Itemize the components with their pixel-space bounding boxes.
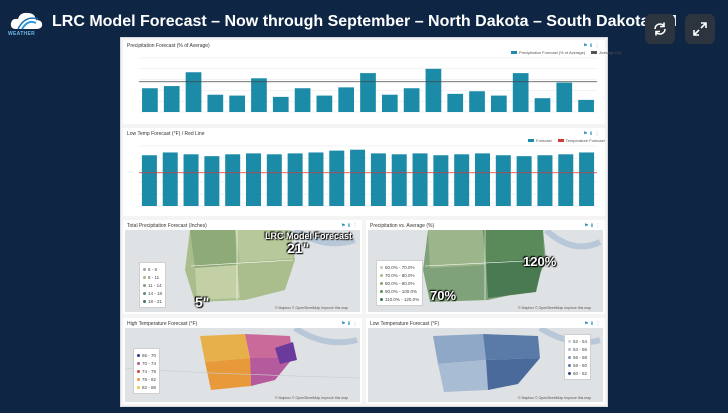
map-legend: 66 - 70 70 - 74 74 - 78 78 - 82 82 - 86 xyxy=(133,348,161,394)
map-title: Low Temperature Forecast (°F) xyxy=(370,321,440,327)
map-title: Total Precipitation Forecast (Inches) xyxy=(127,223,207,229)
chart-bar[interactable] xyxy=(578,99,594,112)
chart-bar[interactable] xyxy=(381,94,398,112)
chart-bar[interactable] xyxy=(579,152,595,206)
chart-bar[interactable] xyxy=(185,72,202,112)
chart-bar[interactable] xyxy=(142,88,158,112)
chart-bar[interactable] xyxy=(447,93,464,112)
chart-bar[interactable] xyxy=(391,154,407,206)
legend-item: Average (%) xyxy=(599,50,622,55)
chart-bar[interactable] xyxy=(512,73,529,112)
chart-bar[interactable] xyxy=(272,96,289,112)
chart-bar[interactable] xyxy=(433,155,449,206)
chart-toolbar-icons[interactable]: ⚑ ⬇ ⋮ xyxy=(583,131,600,137)
chart-bar[interactable] xyxy=(329,150,345,206)
chart-bar[interactable] xyxy=(162,152,178,206)
chart-bar[interactable] xyxy=(469,91,485,112)
overlay-max-value: 21" xyxy=(287,240,310,256)
chart-bar[interactable] xyxy=(412,153,428,206)
chart-bar[interactable] xyxy=(207,94,224,112)
high-temp-map-section: High Temperature Forecast (°F) ⚑ ⬇ ⋮ 66 … xyxy=(123,318,362,404)
overlay-min-value: 5" xyxy=(195,294,210,310)
precip-chart-section: Precipitation Forecast (% of Average) ⚑ … xyxy=(123,40,621,124)
chart-bar[interactable] xyxy=(491,95,507,112)
chart-bar[interactable] xyxy=(266,154,282,206)
map-attribution[interactable]: © Mapbox © OpenStreetMap Improve this ma… xyxy=(275,396,349,400)
chart-bar[interactable] xyxy=(294,88,311,112)
chart-bar[interactable] xyxy=(225,154,241,206)
chart-bar[interactable] xyxy=(246,153,261,206)
map-toolbar-icons[interactable]: ⚑ ⬇ ⋮ xyxy=(341,321,358,327)
dashboard-panel: Precipitation Forecast (% of Average) ⚑ … xyxy=(120,37,621,407)
map-legend: 60.0% - 70.0% 70.0% - 80.0% 80.0% - 90.0… xyxy=(376,260,424,306)
overlay-max-value: 120% xyxy=(523,254,557,269)
total-precip-map[interactable]: 5 - 8 8 - 11 11 - 14 14 - 18 18 - 21 LRC… xyxy=(125,230,360,312)
chart-bar[interactable] xyxy=(425,68,442,112)
chart-bar[interactable] xyxy=(537,155,553,206)
chart-bar[interactable] xyxy=(308,152,324,206)
chart-bar[interactable] xyxy=(229,95,245,112)
map-shapes xyxy=(368,328,603,402)
chart-bar[interactable] xyxy=(475,153,490,206)
overlay-model-title: LRC Model Forecast xyxy=(265,231,353,241)
expand-icon xyxy=(693,22,707,36)
precip-bar-chart xyxy=(139,57,597,113)
map-shapes xyxy=(125,328,360,402)
high-temp-map[interactable]: 66 - 70 70 - 74 74 - 78 78 - 82 82 - 86 … xyxy=(125,328,360,402)
map-legend: 52 - 54 54 - 56 56 - 58 58 - 60 60 - 62 xyxy=(564,334,592,380)
map-attribution[interactable]: © Mapbox © OpenStreetMap Improve this ma… xyxy=(518,306,592,310)
header: WEATHER LRC Model Forecast – Now through… xyxy=(0,0,728,52)
chart-title: Precipitation Forecast (% of Average) xyxy=(127,43,210,49)
chart-bar[interactable] xyxy=(183,154,199,206)
map-toolbar-icons[interactable]: ⚑ ⬇ ⋮ xyxy=(584,223,601,229)
chart-toolbar-icons[interactable]: ⚑ ⬇ ⋮ xyxy=(583,43,600,49)
chart-bar[interactable] xyxy=(163,86,180,112)
chart-bar[interactable] xyxy=(338,87,355,112)
chart-bar[interactable] xyxy=(534,98,551,112)
chart-bar[interactable] xyxy=(516,156,532,206)
map-legend: 5 - 8 8 - 11 11 - 14 14 - 18 18 - 21 xyxy=(139,262,167,308)
low-temp-map[interactable]: 52 - 54 54 - 56 56 - 58 58 - 60 60 - 62 … xyxy=(368,328,603,402)
precip-avg-map[interactable]: 60.0% - 70.0% 70.0% - 80.0% 80.0% - 90.0… xyxy=(368,230,603,312)
low-temp-map-section: Low Temperature Forecast (°F) ⚑ ⬇ ⋮ 52 -… xyxy=(366,318,605,404)
chart-bar[interactable] xyxy=(370,153,386,206)
legend-item: Forecast xyxy=(536,138,552,143)
page-title: LRC Model Forecast – Now through Septemb… xyxy=(52,13,677,30)
chart-legend: Precipitation Forecast (% of Average) Av… xyxy=(511,50,621,55)
temp-chart-section: Low Temp Forecast (°F) / Red Line ⚑ ⬇ ⋮ … xyxy=(123,128,605,216)
map-attribution[interactable]: © Mapbox © OpenStreetMap Improve this ma… xyxy=(518,396,592,400)
expand-button[interactable] xyxy=(685,14,715,44)
precip-avg-map-section: Precipitation vs. Average (%) ⚑ ⬇ ⋮ 60.0… xyxy=(366,220,605,314)
chart-bar[interactable] xyxy=(251,78,267,112)
chart-bar[interactable] xyxy=(287,153,303,206)
temp-bar-chart xyxy=(139,145,597,207)
chart-bar[interactable] xyxy=(141,155,157,206)
chart-bar[interactable] xyxy=(360,73,376,112)
chart-bar[interactable] xyxy=(558,154,574,206)
refresh-icon xyxy=(654,22,666,36)
chart-bar[interactable] xyxy=(556,82,573,112)
chart-bar[interactable] xyxy=(403,88,420,112)
total-precip-map-section: Total Precipitation Forecast (Inches) ⚑ … xyxy=(123,220,362,314)
chart-legend: Forecast Temperature Forecast xyxy=(528,138,605,143)
map-title: Precipitation vs. Average (%) xyxy=(370,223,435,229)
legend-item: Precipitation Forecast (% of Average) xyxy=(519,50,586,55)
chart-bar[interactable] xyxy=(495,155,511,206)
refresh-button[interactable] xyxy=(645,14,675,44)
logo-text: WEATHER xyxy=(8,31,36,37)
chart-bar[interactable] xyxy=(454,154,470,206)
chart-bar[interactable] xyxy=(316,95,333,112)
chart-bar[interactable] xyxy=(350,149,366,206)
map-toolbar-icons[interactable]: ⚑ ⬇ ⋮ xyxy=(341,223,358,229)
chart-title: Low Temp Forecast (°F) / Red Line xyxy=(127,131,205,137)
chart-bar[interactable] xyxy=(204,156,220,206)
overlay-min-value: 70% xyxy=(430,288,457,303)
map-toolbar-icons[interactable]: ⚑ ⬇ ⋮ xyxy=(584,321,601,327)
legend-item: Temperature Forecast xyxy=(565,138,605,143)
map-title: High Temperature Forecast (°F) xyxy=(127,321,198,327)
map-attribution[interactable]: © Mapbox © OpenStreetMap Improve this ma… xyxy=(275,306,349,310)
cloud-logo-icon xyxy=(8,9,46,41)
